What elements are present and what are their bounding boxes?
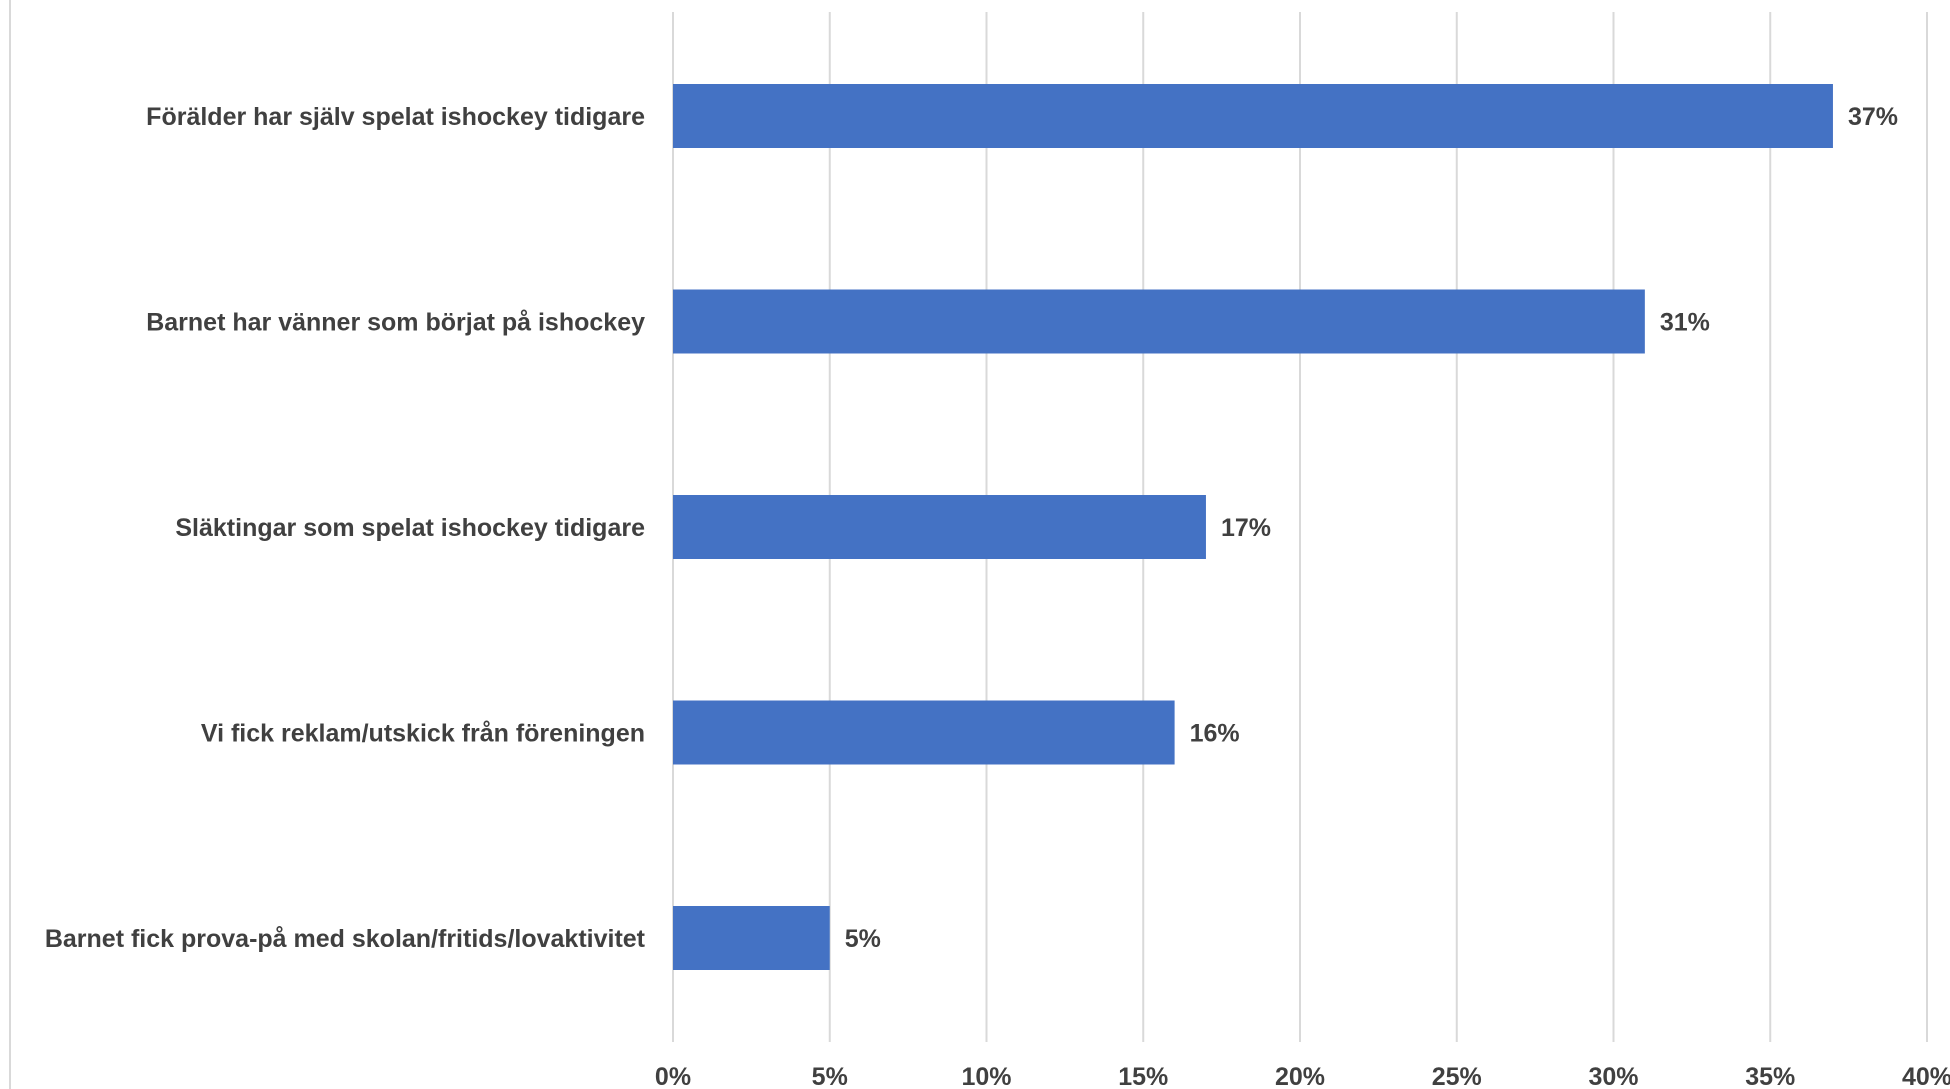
bar <box>673 495 1206 559</box>
data-label: 17% <box>1221 514 1271 542</box>
data-labels: 37% 31% 17% 16% 5% <box>845 103 1898 953</box>
bars <box>673 84 1833 970</box>
x-tick-label: 20% <box>1275 1063 1325 1089</box>
x-axis-tick-labels: 0% 5% 10% 15% 20% 25% 30% 35% 40% <box>655 1063 1950 1089</box>
x-tick-label: 25% <box>1432 1063 1482 1089</box>
category-label: Barnet fick prova-på med skolan/fritids/… <box>45 925 646 953</box>
x-tick-label: 10% <box>961 1063 1011 1089</box>
x-tick-label: 35% <box>1745 1063 1795 1089</box>
bar <box>673 84 1833 148</box>
category-labels: Förälder har själv spelat ishockey tidig… <box>45 103 646 953</box>
category-label: Förälder har själv spelat ishockey tidig… <box>146 103 645 131</box>
data-label: 31% <box>1660 309 1710 337</box>
bar <box>673 906 830 970</box>
data-label: 5% <box>845 925 881 953</box>
x-tick-label: 0% <box>655 1063 691 1089</box>
data-label: 37% <box>1848 103 1898 131</box>
bar <box>673 289 1645 354</box>
category-label: Vi fick reklam/utskick från föreningen <box>201 720 645 748</box>
x-tick-label: 15% <box>1118 1063 1168 1089</box>
category-label: Släktingar som spelat ishockey tidigare <box>175 514 645 542</box>
x-tick-label: 30% <box>1588 1063 1638 1089</box>
category-label: Barnet har vänner som börjat på ishockey <box>146 309 645 337</box>
x-tick-label: 40% <box>1902 1063 1950 1089</box>
x-tick-label: 5% <box>812 1063 848 1089</box>
data-label: 16% <box>1190 720 1240 748</box>
bar <box>673 700 1175 765</box>
